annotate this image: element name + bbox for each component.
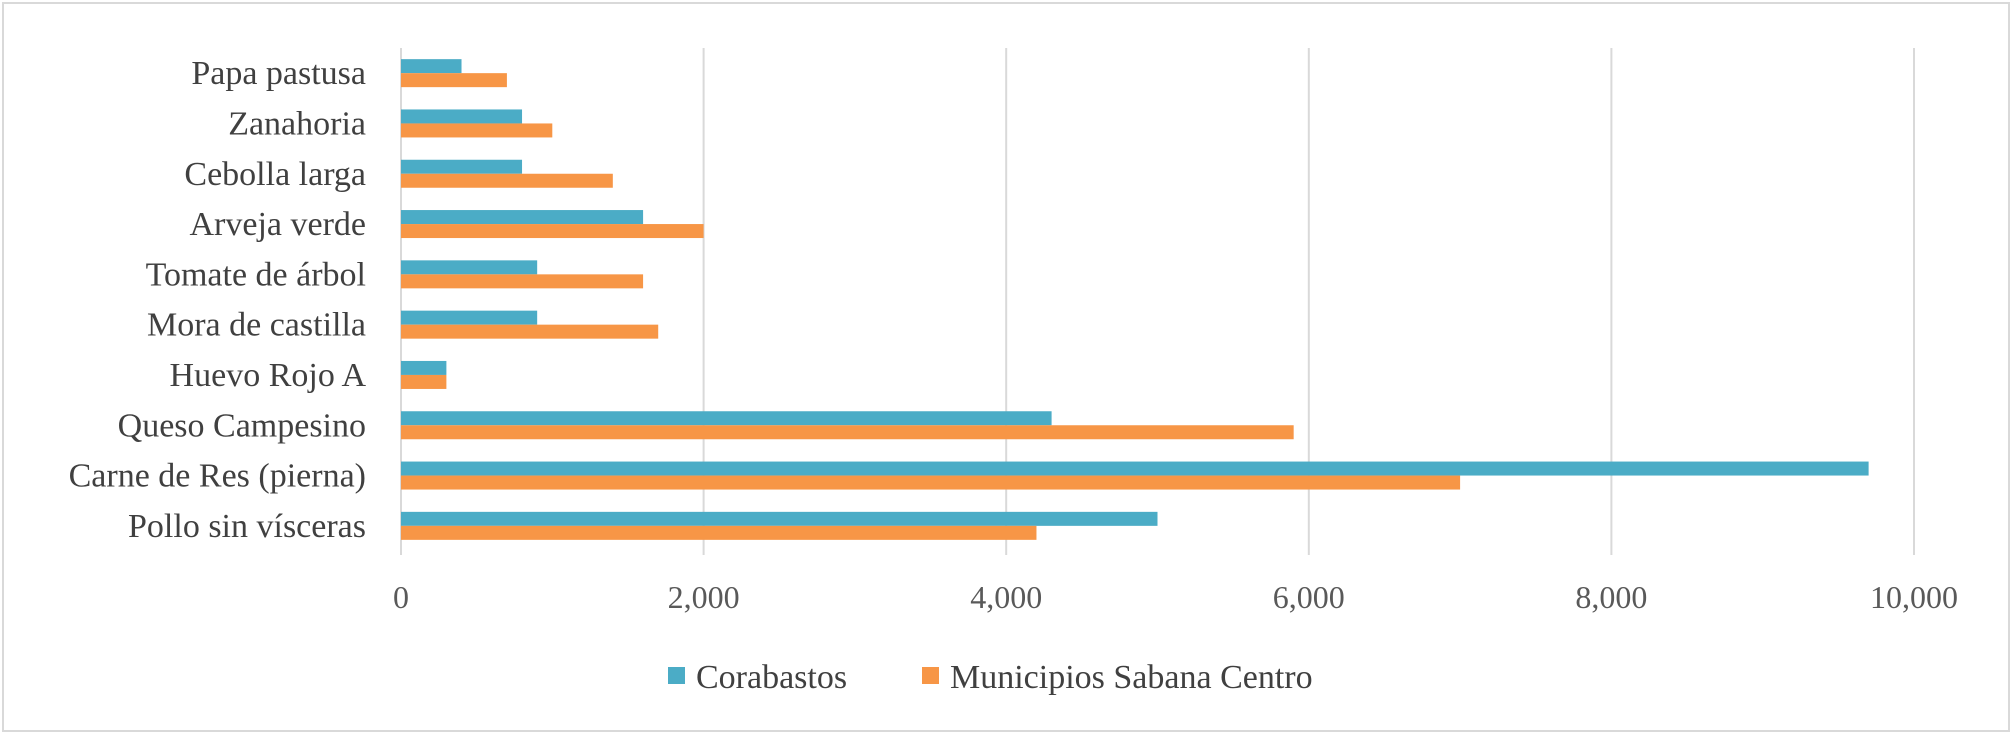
bar-municipios-4 — [401, 274, 644, 289]
category-label: Arveja verde — [189, 206, 366, 243]
bar-corabastos-4 — [401, 260, 538, 275]
legend-swatch — [668, 667, 685, 684]
bar-municipios-6 — [401, 374, 447, 389]
bar-municipios-3 — [401, 224, 704, 239]
category-label: Mora de castilla — [147, 307, 366, 344]
bar-corabastos-3 — [401, 210, 644, 225]
category-label: Papa pastusa — [191, 55, 366, 92]
category-label: Huevo Rojo A — [170, 357, 367, 394]
bar-municipios-9 — [401, 525, 1037, 540]
x-tick-label: 0 — [393, 579, 409, 615]
bar-corabastos-5 — [401, 310, 538, 325]
category-label: Zanahoria — [228, 105, 366, 142]
x-tick-label: 8,000 — [1575, 579, 1647, 615]
x-tick-label: 10,000 — [1870, 579, 1958, 615]
x-tick-label: 6,000 — [1273, 579, 1345, 615]
bars — [401, 59, 1869, 540]
bar-municipios-1 — [401, 123, 553, 138]
bar-corabastos-1 — [401, 109, 523, 124]
legend-label: Corabastos — [696, 659, 847, 696]
x-tick-label: 2,000 — [668, 579, 740, 615]
x-tick-label: 4,000 — [970, 579, 1042, 615]
bar-municipios-8 — [401, 475, 1461, 490]
category-label: Tomate de árbol — [146, 256, 366, 293]
bar-corabastos-6 — [401, 360, 447, 375]
bar-municipios-5 — [401, 324, 659, 339]
bar-corabastos-8 — [401, 461, 1869, 476]
bar-municipios-0 — [401, 73, 507, 88]
category-labels: Papa pastusa Zanahoria Cebolla larga Arveja… — [69, 55, 367, 545]
legend-label: Municipios Sabana Centro — [950, 659, 1313, 696]
bar-corabastos-7 — [401, 411, 1052, 426]
category-label: Carne de Res (pierna) — [69, 458, 366, 495]
category-label: Cebolla larga — [184, 156, 366, 193]
bar-corabastos-2 — [401, 159, 523, 174]
legend: Corabastos Municipios Sabana Centro — [668, 659, 1313, 696]
category-label: Pollo sin vísceras — [128, 508, 366, 545]
category-label: Queso Campesino — [118, 407, 366, 444]
bar-corabastos-9 — [401, 511, 1158, 526]
x-tick-labels: 0 2,000 4,000 6,000 8,000 10,000 — [393, 579, 1958, 615]
bar-municipios-2 — [401, 173, 613, 188]
bar-municipios-7 — [401, 425, 1294, 440]
legend-swatch — [922, 667, 939, 684]
bar-corabastos-0 — [401, 59, 462, 74]
